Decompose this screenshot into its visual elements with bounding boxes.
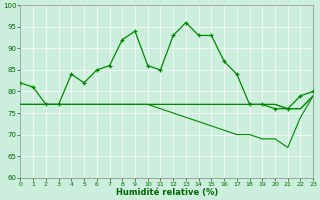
X-axis label: Humidité relative (%): Humidité relative (%) (116, 188, 218, 197)
